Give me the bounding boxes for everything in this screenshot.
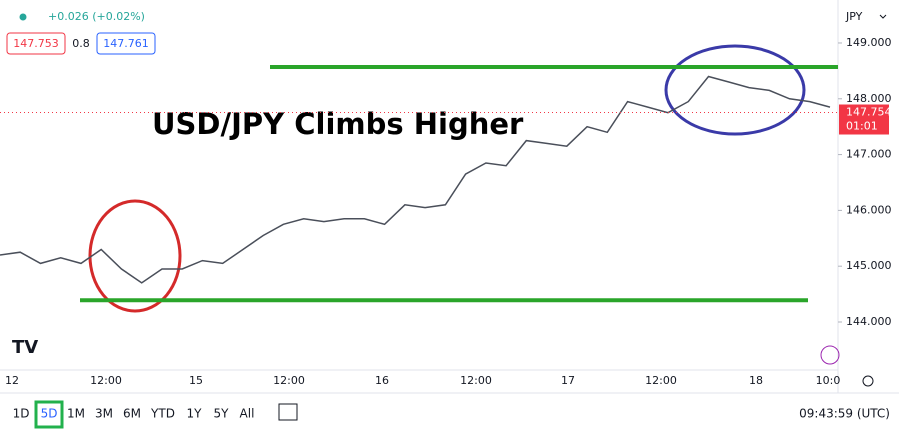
y-tick-label: 145.000 [846,259,892,272]
bid-box[interactable] [6,32,66,55]
range-button[interactable]: 5Y [214,407,230,421]
highlight-circle [88,199,182,313]
status-dot [19,13,27,21]
price-line [0,75,831,284]
currency[interactable]: JPY [845,10,863,23]
last-price-label: 147.754 [846,106,892,119]
range-button[interactable]: All [240,407,255,421]
settings-icon[interactable] [862,375,874,387]
y-tick-label: 144.000 [846,315,892,328]
x-tick-label: 12:00 [273,374,305,387]
countdown: 01:01 [846,120,878,133]
bid: 147.753 [13,37,59,50]
spread: 0.8 [72,37,90,50]
date-range-icon[interactable] [278,403,298,421]
range-button[interactable]: 1Y [187,407,203,421]
x-tick-label: 10:0 [816,374,841,387]
x-tick-label: 16 [375,374,389,387]
logo: TV [12,337,38,358]
range-button[interactable]: 6M [123,407,141,421]
x-tick-label: 17 [561,374,575,387]
range-button[interactable]: 5D [41,407,58,421]
range-button[interactable]: 3M [95,407,113,421]
ask-box[interactable] [96,32,156,55]
x-tick-label: 12 [5,374,19,387]
chart-title: USD/JPY Climbs Higher [152,107,524,141]
ask: 147.761 [103,37,149,50]
change: +0.026 (+0.02%) [48,10,145,23]
y-tick-label: 146.000 [846,203,892,216]
range-button[interactable]: 1D [13,407,30,421]
range-button[interactable]: 1M [67,407,85,421]
y-tick-label: 148.000 [846,92,892,105]
x-tick-label: 12:00 [645,374,677,387]
y-tick-label: 149.000 [846,36,892,49]
range-button[interactable]: YTD [150,407,175,421]
x-tick-label: 15 [189,374,203,387]
dropdown-arrow [879,14,887,19]
last-price-box [839,104,889,135]
x-tick-label: 12:00 [90,374,122,387]
y-tick-label: 147.000 [846,148,892,161]
x-tick-label: 12:00 [460,374,492,387]
clock: 09:43:59 (UTC) [799,407,890,421]
x-tick-label: 18 [749,374,763,387]
highlight-circle [664,44,806,136]
flash-icon[interactable] [820,345,840,365]
active-range-box [34,400,64,429]
